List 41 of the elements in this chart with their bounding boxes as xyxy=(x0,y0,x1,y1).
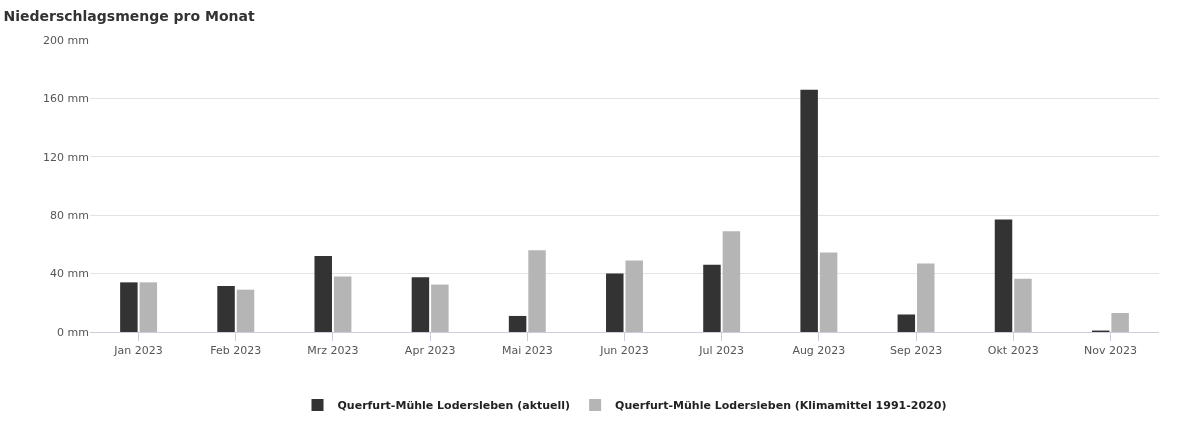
bar xyxy=(1111,313,1129,332)
bar xyxy=(819,252,838,332)
x-tick-label: Okt 2023 xyxy=(987,344,1039,358)
x-tick-label: Nov 2023 xyxy=(1083,344,1137,358)
bar xyxy=(333,276,352,332)
x-tick-label: Apr 2023 xyxy=(404,344,456,358)
bar xyxy=(994,219,1013,332)
y-tick-label: 80 mm xyxy=(50,209,89,223)
bar xyxy=(528,250,546,332)
x-tick-label: Jun 2023 xyxy=(599,344,649,358)
y-tick-label: 40 mm xyxy=(50,267,89,281)
bar xyxy=(917,263,935,332)
bar xyxy=(431,284,449,332)
x-tick-label: Aug 2023 xyxy=(792,344,846,358)
bar xyxy=(625,260,643,332)
chart-title: Niederschlagsmenge pro Monat xyxy=(3,7,255,24)
x-tick-label: Sep 2023 xyxy=(889,344,943,358)
y-tick-label: 160 mm xyxy=(43,92,89,106)
bar xyxy=(897,314,916,332)
bar xyxy=(411,277,430,332)
bar xyxy=(314,256,332,332)
bar xyxy=(606,273,624,332)
x-tick-label: Mai 2023 xyxy=(501,344,553,358)
legend-label: Querfurt-Mühle Lodersleben (aktuell) xyxy=(337,399,571,413)
bar xyxy=(800,89,818,332)
bar xyxy=(236,289,255,332)
x-tick-label: Jul 2023 xyxy=(698,344,745,358)
x-tick-label: Mrz 2023 xyxy=(307,344,359,358)
y-tick-label: 200 mm xyxy=(43,33,89,47)
bar xyxy=(139,282,158,332)
bar xyxy=(217,286,235,332)
bar xyxy=(703,264,721,332)
x-tick-label: Jan 2023 xyxy=(113,344,163,358)
x-tick-label: Feb 2023 xyxy=(210,344,262,358)
bar xyxy=(1014,278,1032,332)
legend-label: Querfurt-Mühle Lodersleben (Klimamittel 1991-2020) xyxy=(615,399,947,413)
bar xyxy=(508,315,527,332)
y-tick-label: 120 mm xyxy=(43,150,89,164)
y-tick-label: 0 mm xyxy=(57,325,89,339)
bar xyxy=(120,282,138,332)
bar xyxy=(722,231,741,332)
